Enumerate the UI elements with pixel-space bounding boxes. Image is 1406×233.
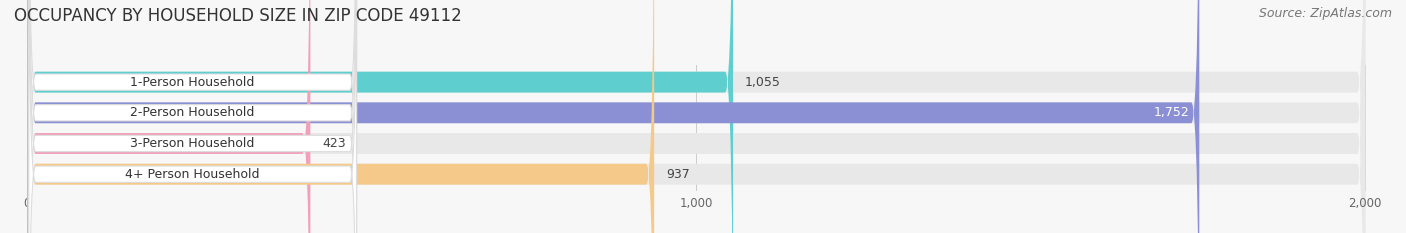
FancyBboxPatch shape (28, 0, 733, 233)
FancyBboxPatch shape (28, 0, 357, 233)
FancyBboxPatch shape (28, 0, 1365, 233)
Text: 3-Person Household: 3-Person Household (131, 137, 254, 150)
FancyBboxPatch shape (28, 0, 1365, 233)
Text: 423: 423 (322, 137, 346, 150)
FancyBboxPatch shape (28, 0, 654, 233)
Text: 937: 937 (666, 168, 690, 181)
FancyBboxPatch shape (28, 0, 1199, 233)
Text: 1,055: 1,055 (745, 76, 780, 89)
Text: Source: ZipAtlas.com: Source: ZipAtlas.com (1258, 7, 1392, 20)
Text: 2-Person Household: 2-Person Household (131, 106, 254, 119)
FancyBboxPatch shape (28, 0, 1365, 233)
FancyBboxPatch shape (28, 0, 311, 233)
FancyBboxPatch shape (28, 0, 357, 233)
Text: 1-Person Household: 1-Person Household (131, 76, 254, 89)
Text: 1,752: 1,752 (1153, 106, 1189, 119)
FancyBboxPatch shape (28, 0, 357, 233)
Text: OCCUPANCY BY HOUSEHOLD SIZE IN ZIP CODE 49112: OCCUPANCY BY HOUSEHOLD SIZE IN ZIP CODE … (14, 7, 461, 25)
FancyBboxPatch shape (28, 0, 1365, 233)
Text: 4+ Person Household: 4+ Person Household (125, 168, 260, 181)
FancyBboxPatch shape (28, 0, 357, 233)
